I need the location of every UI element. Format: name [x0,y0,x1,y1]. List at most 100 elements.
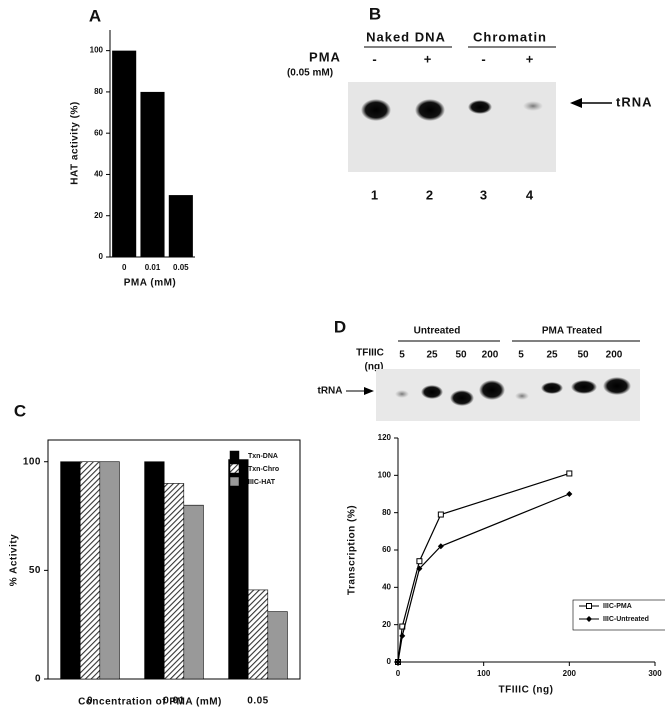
band [421,385,443,399]
y-tick-label: 100 [378,470,392,479]
legend-swatch [229,463,240,474]
arrow-head [364,387,374,395]
group-label: Untreated [414,326,461,337]
bar [144,461,165,680]
marker [437,543,444,550]
marker [586,616,592,622]
marker [566,470,573,477]
bar [140,91,165,257]
y-tick-label: 80 [382,508,391,517]
x-tick-label: 100 [477,669,491,678]
line [397,493,570,663]
bar [60,461,81,680]
y-tick-label: 50 [29,565,41,576]
bar [247,589,269,680]
legend-label: Txn-DNA [248,453,278,460]
x-tick-label: 0.01 [163,696,184,707]
band-label: tRNA [318,386,343,397]
lane-number: 1 [371,187,379,202]
legend-frame [572,599,665,631]
y-tick-label: 0 [99,252,104,261]
band [468,100,492,114]
bar [112,50,137,257]
panel-label: D [334,317,346,336]
gel-b: B Naked DNA Chromatin PMA (0.05 mM) - + … [287,4,653,202]
y-tick-label: 0 [387,657,392,666]
marker [566,491,573,497]
y-axis-label: % Activity [9,534,20,586]
group-label: PMA Treated [542,326,602,337]
band [450,390,474,406]
marker [416,565,423,572]
panel-label: A [89,6,101,25]
gel [376,369,640,421]
y-tick-label: 20 [382,620,391,629]
x-axis-label: TFIIIC (ng) [499,685,554,696]
sign: + [424,51,433,66]
bar [163,483,185,680]
row-unit: (ng) [365,362,384,373]
bar [228,459,249,680]
bar [168,195,193,257]
bar [183,504,204,680]
y-tick-label: 0 [35,674,41,685]
bar [267,611,288,680]
treatment-label: PMA [309,49,341,64]
y-axis-label: HAT activity (%) [70,101,81,184]
legend-label: Txn-Chro [248,466,279,473]
amount: 200 [606,350,623,361]
x-tick-label: 0 [87,696,93,707]
y-tick-label: 80 [94,87,103,96]
legend-swatch [229,450,240,461]
amount: 50 [577,350,589,361]
gel-d: Untreated PMA Treated TFIIIC (ng) tRNA [318,326,640,421]
amount: 200 [482,350,499,361]
bar [79,461,101,680]
band-label: tRNA [616,94,653,109]
x-tick-label: 0.05 [173,263,189,272]
legend-label: IIIC-Untreated [603,616,649,623]
x-axis-label: PMA (mM) [124,278,177,289]
x-tick-label: 0.05 [247,696,268,707]
y-tick-label: 120 [378,433,392,442]
band [523,101,543,111]
x-tick-label: 200 [563,669,577,678]
band [571,380,597,394]
band [415,99,445,121]
group-label: Chromatin [473,29,547,44]
y-tick-label: 40 [382,582,391,591]
band [395,390,409,398]
lane-number: 3 [480,187,488,202]
y-tick-label: 60 [94,128,103,137]
legend-label: IIIC-PMA [603,603,632,610]
panel-label: B [369,4,381,23]
group-label: Naked DNA [366,29,446,44]
sign: - [372,51,377,66]
amount: 5 [399,350,405,361]
sign: - [481,51,486,66]
y-tick-label: 100 [90,46,104,55]
arrow-head [570,98,582,108]
gel [348,82,556,172]
y-tick-label: 40 [94,170,103,179]
y-tick-label: 60 [382,545,391,554]
y-tick-label: 100 [23,456,41,467]
amount: 50 [455,350,467,361]
amount: 25 [546,350,558,361]
marker [437,511,444,518]
x-tick-label: 300 [648,669,662,678]
x-tick-label: 0.01 [145,263,161,272]
bar [99,461,120,680]
marker [416,558,423,565]
legend-swatch [229,476,240,487]
band [541,382,563,394]
band [479,380,505,400]
marker [395,659,401,665]
y-tick-label: 20 [94,211,103,220]
x-axis-label: Concentration of PMA (mM) [78,697,222,708]
lane-number: 2 [426,187,434,202]
sign: + [526,51,535,66]
marker [399,632,406,639]
band [361,99,391,121]
